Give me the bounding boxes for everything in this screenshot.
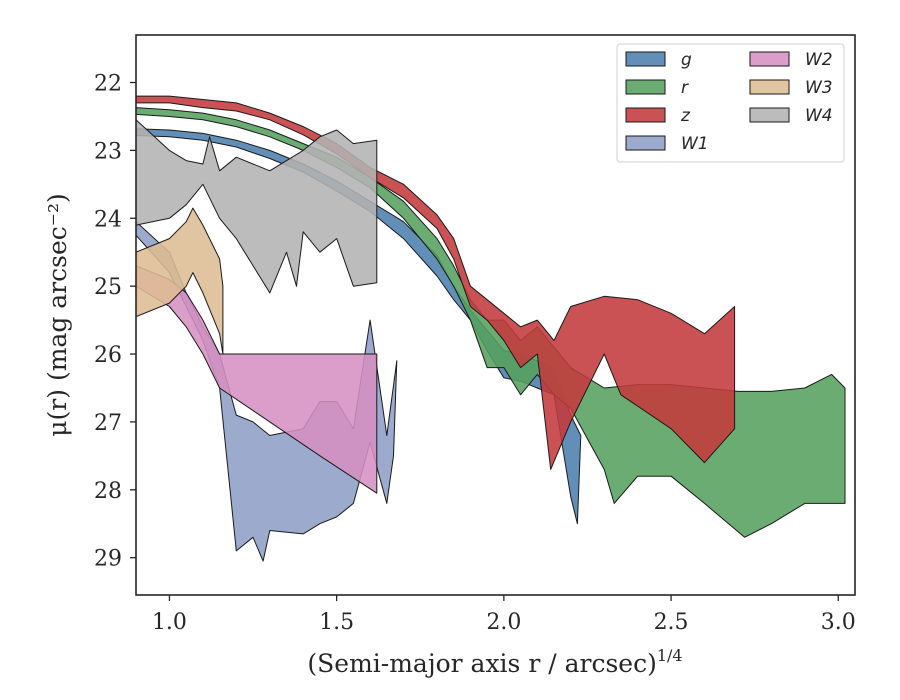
x-tick-label: 3.0	[821, 610, 856, 635]
y-tick-label: 23	[94, 139, 122, 164]
band-w2	[136, 265, 378, 494]
x-axis-label: (Semi-major axis r / arcsec)1/4	[307, 646, 682, 678]
plot-frame	[135, 34, 856, 596]
tick-layer: 1.0 1.5 2.0 2.5 3.0 22 23 24 25 26 27 28 29	[94, 72, 856, 635]
series-layer	[136, 95, 846, 562]
legend-swatch-w2	[749, 51, 790, 67]
legend-swatch-g	[625, 51, 666, 67]
legend-label-w1: W1	[681, 134, 709, 154]
legend-swatch-w1	[625, 135, 666, 151]
legend-box	[616, 43, 845, 163]
x-tick-label: 2.0	[486, 610, 521, 635]
x-tick-label: 1.0	[152, 610, 187, 635]
x-tick-label: 2.5	[654, 610, 689, 635]
legend-label-r: r	[681, 78, 689, 98]
y-tick-label: 29	[94, 547, 122, 572]
y-axis-label: μ(r) (mag arcsec⁻²)	[43, 193, 72, 436]
band-w4	[136, 119, 378, 294]
legend-label-w2: W2	[805, 50, 833, 70]
legend-label-z: z	[680, 106, 691, 126]
y-tick-label: 28	[94, 479, 122, 504]
y-tick-label: 27	[94, 411, 122, 436]
band-w3	[136, 207, 224, 355]
band-w1	[136, 221, 398, 562]
legend-swatch-w4	[749, 107, 790, 123]
y-tick-label: 25	[94, 275, 122, 300]
y-tick-label: 22	[94, 72, 122, 97]
legend-label-w3: W3	[805, 78, 833, 98]
legend-label-w4: W4	[805, 106, 833, 126]
x-tick-label: 1.5	[319, 610, 354, 635]
legend-swatch-z	[625, 107, 666, 123]
legend-label-g: g	[681, 50, 692, 70]
y-tick-label: 24	[94, 207, 122, 232]
legend-swatch-r	[625, 79, 666, 95]
legend: grz W1 W2 W3 W4	[616, 43, 845, 163]
legend-swatch-w3	[749, 79, 790, 95]
y-tick-label: 26	[94, 343, 122, 368]
